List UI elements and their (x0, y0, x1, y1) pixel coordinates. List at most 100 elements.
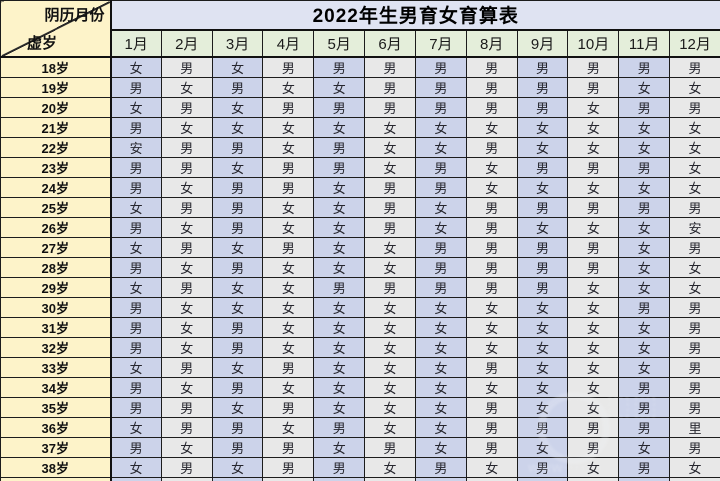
gender-cell: 男 (465, 476, 518, 481)
gender-cell: 男 (465, 236, 518, 258)
page-title: 2022年生男育女育算表 (110, 0, 720, 31)
gender-cell: 女 (313, 376, 366, 398)
gender-cell: 男 (313, 476, 366, 481)
gender-cell: 男 (618, 196, 671, 218)
gender-cell: 里 (669, 416, 720, 438)
gender-cell: 女 (160, 336, 213, 358)
gender-cell: 女 (618, 216, 671, 238)
month-header: 6月 (364, 29, 416, 58)
gender-cell: 女 (567, 176, 620, 198)
gender-cell: 男 (211, 76, 264, 98)
table-row: 37岁男女男男女男女男女男女男 (0, 436, 720, 458)
gender-cell: 女 (567, 396, 620, 418)
gender-cell: 男 (262, 476, 315, 481)
gender-cell: 女 (618, 116, 671, 138)
gender-cell: 女 (110, 356, 162, 378)
gender-cell: 女 (262, 196, 315, 218)
gender-cell: 女 (364, 356, 416, 378)
table-row: 38岁女男女男男女男女男女男女 (0, 456, 720, 478)
gender-cell: 女 (313, 296, 366, 318)
gender-cell: 女 (618, 436, 671, 458)
gender-cell: 女 (262, 216, 315, 238)
gender-cell: 女 (567, 96, 620, 118)
gender-cell: 女 (669, 456, 720, 478)
gender-cell: 男 (262, 56, 315, 78)
gender-cell: 女 (465, 156, 518, 178)
gender-cell: 女 (669, 116, 720, 138)
gender-cell: 女 (465, 456, 518, 478)
gender-cell: 男 (313, 96, 366, 118)
gender-cell: 男 (313, 416, 366, 438)
table-row: 27岁女男女男女女男男男男女男 (0, 236, 720, 258)
gender-cell: 女 (567, 136, 620, 158)
gender-cell: 男 (364, 436, 416, 458)
gender-cell: 女 (516, 356, 569, 378)
gender-cell: 男 (669, 96, 720, 118)
age-cell: 35岁 (0, 396, 112, 418)
gender-cell: 男 (618, 456, 671, 478)
gender-cell: 男 (465, 216, 518, 238)
gender-cell: 女 (160, 296, 213, 318)
gender-cell: 男 (110, 316, 162, 338)
gender-cell: 女 (313, 196, 366, 218)
gender-cell: 女 (618, 316, 671, 338)
gender-cell: 女 (567, 356, 620, 378)
gender-cell: 男 (567, 56, 620, 78)
gender-cell: 男 (211, 176, 264, 198)
gender-cell: 男 (211, 196, 264, 218)
gender-cell: 女 (313, 256, 366, 278)
gender-cell: 女 (160, 176, 213, 198)
age-cell: 19岁 (0, 76, 112, 98)
gender-cell: 男 (618, 96, 671, 118)
gender-cell: 女 (110, 416, 162, 438)
age-cell: 26岁 (0, 216, 112, 238)
gender-cell: 男 (110, 116, 162, 138)
gender-cell: 男 (618, 296, 671, 318)
gender-cell: 男 (211, 376, 264, 398)
gender-cell: 男 (618, 396, 671, 418)
gender-cell: 女 (313, 396, 366, 418)
gender-cell: 女 (618, 476, 671, 481)
gender-cell: 女 (262, 336, 315, 358)
table-row: 36岁女男男女男女女男男男男里 (0, 416, 720, 438)
gender-cell: 男 (567, 156, 620, 178)
gender-cell: 男 (160, 276, 213, 298)
gender-cell: 男 (669, 56, 720, 78)
gender-cell: 安 (110, 136, 162, 158)
gender-cell: 男 (211, 416, 264, 438)
gender-cell: 女 (669, 156, 720, 178)
gender-cell: 男 (465, 356, 518, 378)
age-cell: 28岁 (0, 256, 112, 278)
gender-cell: 男 (364, 76, 416, 98)
gender-cell: 男 (364, 196, 416, 218)
gender-cell: 男 (211, 476, 264, 481)
gender-cell: 女 (516, 216, 569, 238)
gender-cell: 男 (414, 156, 467, 178)
gender-cell: 女 (364, 136, 416, 158)
gender-cell: 女 (110, 276, 162, 298)
gender-cell: 男 (465, 276, 518, 298)
gender-cell: 女 (516, 336, 569, 358)
table-row: 35岁男男女男女女女男女女男男 (0, 396, 720, 418)
gender-cell: 女 (618, 256, 671, 278)
gender-cell: 男 (211, 256, 264, 278)
age-cell: 32岁 (0, 336, 112, 358)
age-cell: 18岁 (0, 56, 112, 78)
gender-cell: 男 (516, 76, 569, 98)
gender-cell: 男 (618, 156, 671, 178)
month-header: 4月 (262, 29, 315, 58)
gender-cell: 女 (567, 216, 620, 238)
gender-cell: 女 (211, 96, 264, 118)
gender-cell: 女 (110, 56, 162, 78)
gender-cell: 男 (516, 276, 569, 298)
gender-cell: 男 (516, 96, 569, 118)
gender-cell: 女 (160, 476, 213, 481)
table-row: 31岁男女男女女女女女女女女男 (0, 316, 720, 338)
gender-cell: 女 (669, 256, 720, 278)
gender-cell: 女 (211, 236, 264, 258)
month-header: 11月 (618, 29, 671, 58)
gender-cell: 女 (669, 476, 720, 481)
gender-cell: 女 (110, 196, 162, 218)
gender-cell: 安 (669, 216, 720, 238)
gender-cell: 女 (414, 396, 467, 418)
